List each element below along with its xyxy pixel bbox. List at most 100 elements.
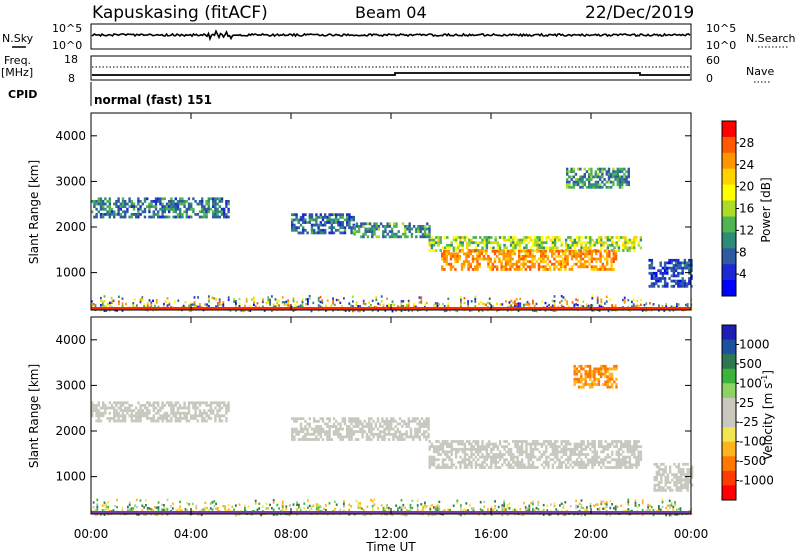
nsky-label: N.Sky: [2, 32, 34, 45]
clutter-cell: [208, 295, 210, 298]
clutter-cell: [566, 302, 568, 306]
data-cell: [404, 225, 407, 228]
clutter-cell: [418, 296, 421, 299]
clutter-cell: [614, 505, 617, 508]
clutter-cell: [235, 302, 237, 305]
clutter-cell: [632, 305, 635, 309]
data-cell: [181, 197, 184, 201]
data-cell: [174, 414, 177, 418]
clutter-cell: [481, 302, 484, 305]
data-cell: [198, 215, 202, 219]
data-cell: [183, 210, 186, 214]
data-cell: [306, 427, 309, 431]
data-cell: [553, 450, 557, 454]
data-cell: [575, 243, 579, 247]
data-cell: [567, 246, 570, 250]
data-cell: [592, 265, 596, 269]
data-cell: [154, 197, 158, 201]
data-cell: [481, 466, 484, 469]
data-cell: [683, 284, 687, 288]
data-cell: [575, 252, 578, 256]
clutter-cell: [407, 304, 410, 307]
clutter-cell: [206, 506, 208, 510]
data-cell: [538, 243, 541, 247]
clutter-cell: [582, 305, 585, 308]
data-cell: [207, 202, 210, 206]
nave-tick-bottom: 0: [706, 72, 713, 85]
data-cell: [454, 260, 457, 263]
data-cell: [580, 445, 583, 449]
data-cell: [310, 427, 314, 431]
clutter-cell: [416, 499, 419, 502]
data-cell: [613, 380, 616, 384]
data-cell: [494, 236, 497, 239]
data-cell: [428, 235, 431, 239]
data-cell: [315, 218, 318, 222]
data-cell: [346, 427, 349, 431]
data-cell: [569, 236, 572, 239]
data-cell: [341, 213, 344, 217]
data-cell: [564, 243, 568, 247]
data-cell: [398, 430, 402, 434]
data-cell: [567, 236, 570, 239]
data-cell: [556, 440, 559, 443]
data-cell: [505, 458, 508, 462]
clutter-cell: [460, 301, 462, 304]
data-cell: [613, 458, 616, 462]
data-cell: [463, 455, 467, 459]
velocity-colorbar-frame: [721, 324, 737, 501]
data-cell: [624, 445, 627, 449]
data-cell: [341, 226, 344, 230]
data-cell: [588, 175, 591, 179]
data-cell: [523, 440, 526, 443]
data-cell: [601, 255, 604, 258]
data-cell: [512, 236, 515, 239]
data-cell: [306, 430, 309, 434]
data-cell: [571, 447, 574, 451]
data-cell: [350, 430, 353, 434]
data-cell: [588, 370, 592, 373]
data-cell: [542, 241, 546, 245]
data-cell: [570, 178, 573, 181]
clutter-cell: [146, 506, 149, 510]
data-cell: [207, 207, 210, 211]
data-cell: [661, 284, 665, 288]
clutter-cell: [609, 514, 612, 517]
data-cell: [504, 262, 508, 266]
data-cell: [418, 427, 421, 431]
clutter-cell: [103, 513, 106, 516]
clutter-cell: [634, 499, 637, 502]
data-cell: [525, 453, 528, 456]
data-cell: [688, 277, 691, 280]
data-cell: [227, 215, 230, 219]
data-cell: [557, 268, 560, 271]
data-cell: [593, 460, 596, 464]
data-cell: [353, 232, 356, 236]
data-cell: [130, 419, 133, 423]
data-cell: [218, 401, 221, 405]
data-cell: [540, 463, 544, 467]
data-cell: [490, 460, 493, 464]
clutter-cell: [474, 298, 477, 301]
data-cell: [594, 175, 597, 179]
data-cell: [463, 453, 467, 456]
data-cell: [179, 207, 182, 211]
clutter-cell: [598, 309, 601, 312]
clutter-cell: [602, 500, 604, 503]
clutter-cell: [254, 502, 257, 505]
data-cell: [607, 167, 611, 171]
data-cell: [348, 218, 351, 222]
data-cell: [520, 440, 524, 443]
clutter-cell: [479, 501, 482, 504]
data-cell: [624, 442, 627, 446]
data-cell: [370, 430, 373, 434]
data-cell: [308, 425, 311, 428]
clutter-cell: [600, 502, 603, 506]
data-cell: [295, 430, 298, 434]
clutter-cell: [391, 300, 394, 303]
data-cell: [326, 215, 329, 219]
clutter-cell: [218, 298, 221, 301]
data-cell: [478, 262, 481, 266]
data-cell: [679, 284, 682, 288]
data-cell: [606, 447, 610, 451]
